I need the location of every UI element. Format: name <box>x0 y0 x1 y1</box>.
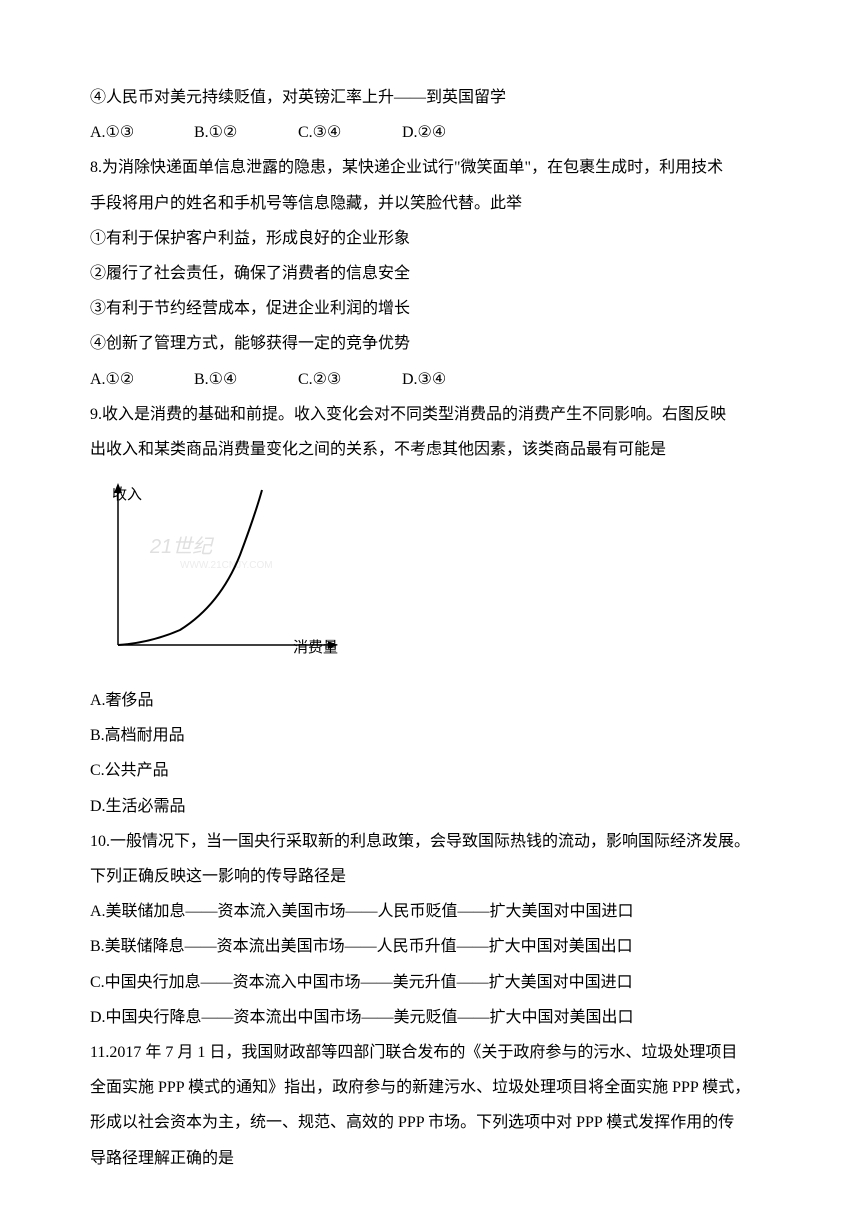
q9-chart: 21世纪 WWW.21CNJY.COM 收入 消费量 <box>90 475 350 675</box>
q8-stem1: 8.为消除快递面单信息泄露的隐患，某快递企业试行"微笑面单"，在包裹生成时，利用… <box>90 150 770 185</box>
q8-option2: ②履行了社会责任，确保了消费者的信息安全 <box>90 256 770 291</box>
curve-line <box>118 490 262 645</box>
q11-stem2: 全面实施 PPP 模式的通知》指出，政府参与的新建污水、垃圾处理项目将全面实施 … <box>90 1070 770 1105</box>
y-axis-arrow <box>114 483 122 493</box>
q7-choice-c: C.③④ <box>298 115 398 150</box>
q8-stem2: 手段将用户的姓名和手机号等信息隐藏，并以笑脸代替。此举 <box>90 186 770 221</box>
q11-stem4: 导路径理解正确的是 <box>90 1141 770 1176</box>
q10-choice-c: C.中国央行加息——资本流入中国市场——美元升值——扩大美国对中国进口 <box>90 965 770 1000</box>
q9-stem2: 出收入和某类商品消费量变化之间的关系，不考虑其他因素，该类商品最有可能是 <box>90 432 770 467</box>
q11-stem1: 11.2017 年 7 月 1 日，我国财政部等四部门联合发布的《关于政府参与的… <box>90 1035 770 1070</box>
q8-choice-b: B.①④ <box>194 362 294 397</box>
x-axis-arrow <box>328 641 338 649</box>
q9-choice-d: D.生活必需品 <box>90 789 770 824</box>
q9-choice-a: A.奢侈品 <box>90 683 770 718</box>
q9-stem1: 9.收入是消费的基础和前提。收入变化会对不同类型消费品的消费产生不同影响。右图反… <box>90 397 770 432</box>
q8-option3: ③有利于节约经营成本，促进企业利润的增长 <box>90 291 770 326</box>
q8-choice-d: D.③④ <box>402 362 502 397</box>
q9-choice-c: C.公共产品 <box>90 753 770 788</box>
q8-option1: ①有利于保护客户利益，形成良好的企业形象 <box>90 221 770 256</box>
q7-choice-d: D.②④ <box>402 115 502 150</box>
q8-choices: A.①② B.①④ C.②③ D.③④ <box>90 362 770 397</box>
q8-choice-c: C.②③ <box>298 362 398 397</box>
q7-choice-a: A.①③ <box>90 115 190 150</box>
q10-choice-d: D.中国央行降息——资本流出中国市场——美元贬值——扩大中国对美国出口 <box>90 1000 770 1035</box>
q9-choice-b: B.高档耐用品 <box>90 718 770 753</box>
q11-stem3: 形成以社会资本为主，统一、规范、高效的 PPP 市场。下列选项中对 PPP 模式… <box>90 1105 770 1140</box>
q7-option4: ④人民币对美元持续贬值，对英镑汇率上升——到英国留学 <box>90 80 770 115</box>
q10-choice-b: B.美联储降息——资本流出美国市场——人民币升值——扩大中国对美国出口 <box>90 929 770 964</box>
q10-stem2: 下列正确反映这一影响的传导路径是 <box>90 859 770 894</box>
q7-choices: A.①③ B.①② C.③④ D.②④ <box>90 115 770 150</box>
q10-stem1: 10.一般情况下，当一国央行采取新的利息政策，会导致国际热钱的流动，影响国际经济… <box>90 824 770 859</box>
q7-choice-b: B.①② <box>194 115 294 150</box>
chart-svg <box>90 475 350 675</box>
q8-option4: ④创新了管理方式，能够获得一定的竞争优势 <box>90 326 770 361</box>
q10-choice-a: A.美联储加息——资本流入美国市场——人民币贬值——扩大美国对中国进口 <box>90 894 770 929</box>
q8-choice-a: A.①② <box>90 362 190 397</box>
